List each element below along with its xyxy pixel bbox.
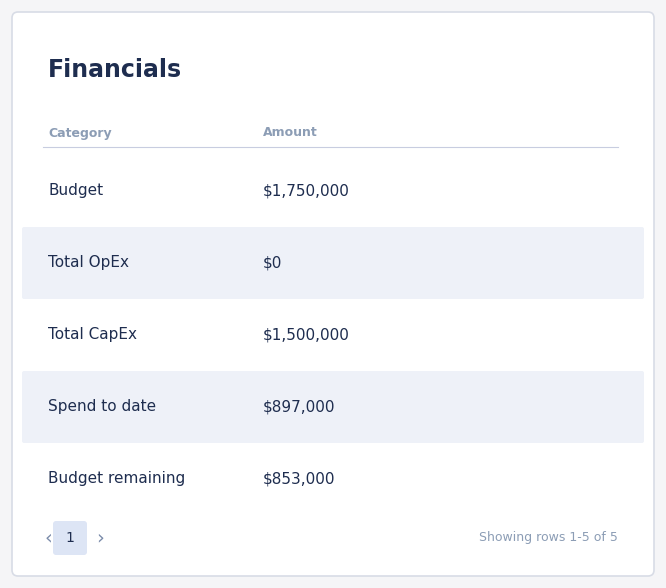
FancyBboxPatch shape	[53, 521, 87, 555]
Text: $1,750,000: $1,750,000	[263, 183, 350, 199]
Text: 1: 1	[65, 531, 75, 545]
Text: Budget remaining: Budget remaining	[48, 472, 185, 486]
Text: Amount: Amount	[263, 126, 318, 139]
FancyBboxPatch shape	[22, 371, 644, 443]
Text: Total OpEx: Total OpEx	[48, 256, 129, 270]
Text: $897,000: $897,000	[263, 399, 336, 415]
Text: ‹: ‹	[44, 529, 52, 547]
Text: Showing rows 1-5 of 5: Showing rows 1-5 of 5	[479, 532, 618, 544]
Text: $1,500,000: $1,500,000	[263, 328, 350, 342]
Text: $853,000: $853,000	[263, 472, 336, 486]
Text: Spend to date: Spend to date	[48, 399, 156, 415]
FancyBboxPatch shape	[12, 12, 654, 576]
Text: Budget: Budget	[48, 183, 103, 199]
Text: $0: $0	[263, 256, 282, 270]
Text: ›: ›	[96, 529, 104, 547]
FancyBboxPatch shape	[22, 227, 644, 299]
Text: Total CapEx: Total CapEx	[48, 328, 137, 342]
Text: Category: Category	[48, 126, 112, 139]
Text: Financials: Financials	[48, 58, 182, 82]
